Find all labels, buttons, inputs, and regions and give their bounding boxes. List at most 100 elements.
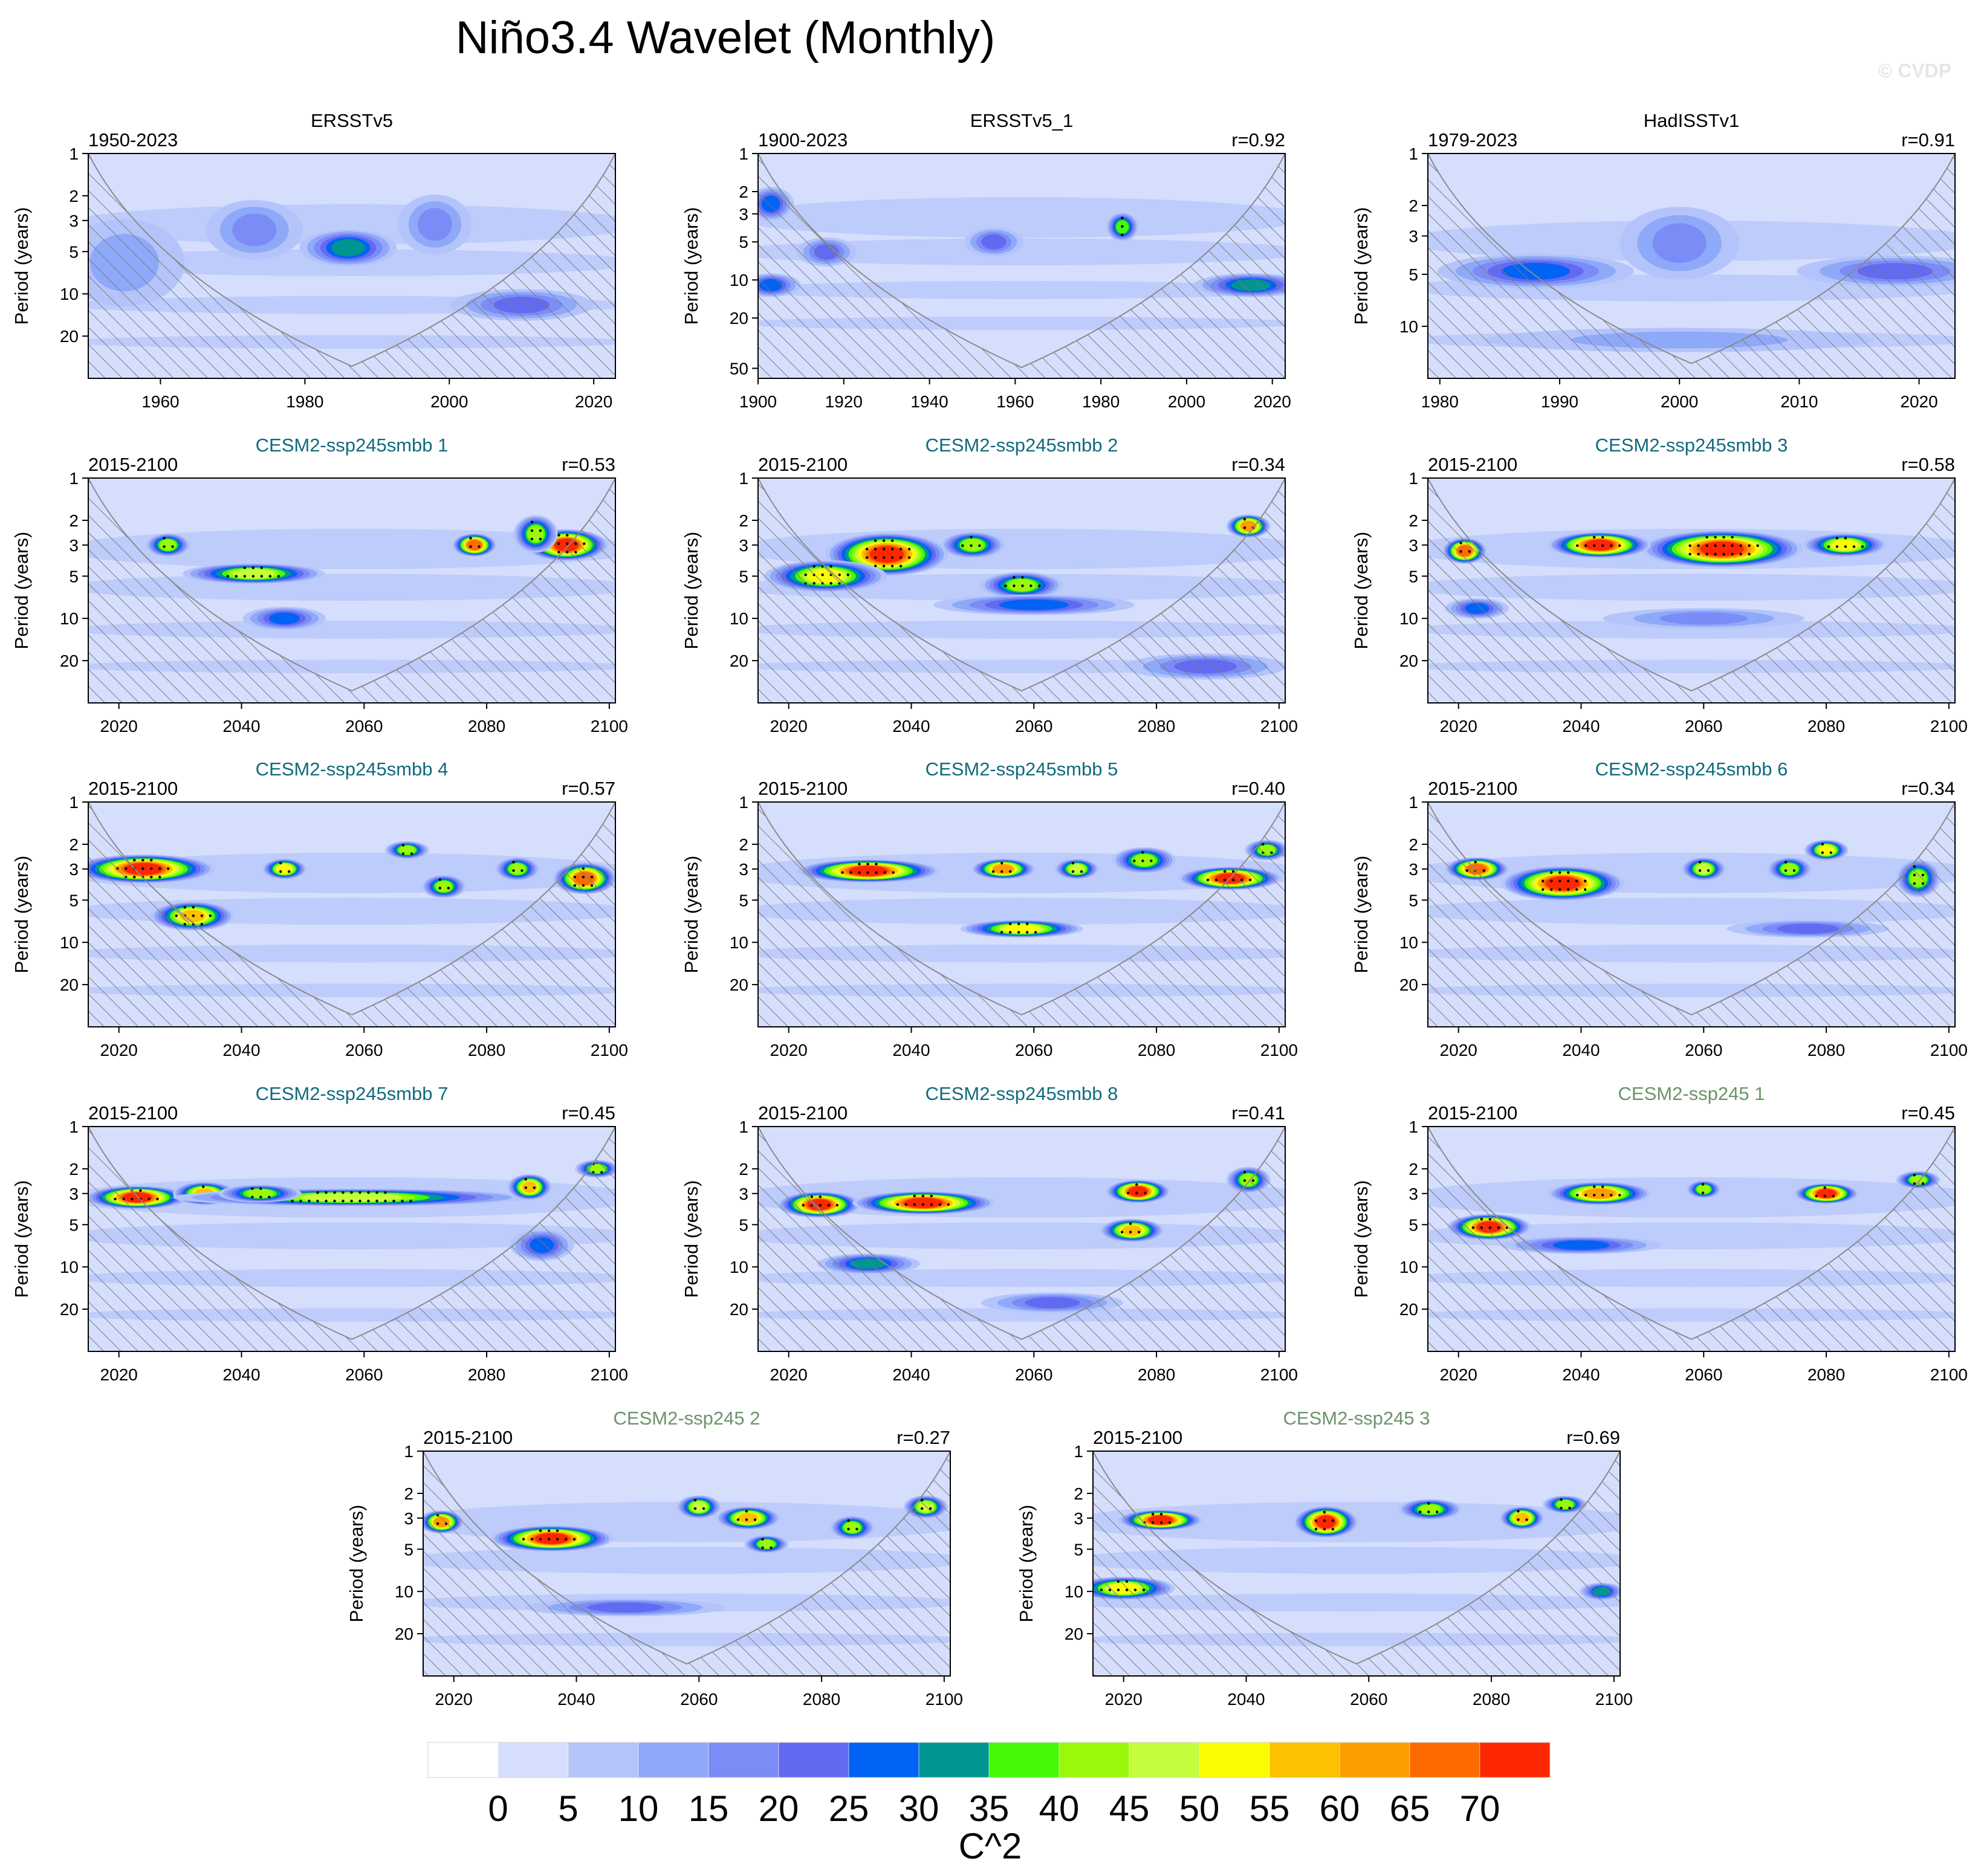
x-tick-label: 2040 (1562, 1041, 1600, 1059)
y-tick-label: 10 (60, 285, 79, 303)
y-axis-label: Period (years) (11, 1180, 32, 1298)
stipple-dot (890, 539, 894, 542)
y-tick-label: 1 (69, 793, 79, 812)
significance-stipple (1576, 535, 1621, 547)
colorbar-label: 40 (1039, 1788, 1080, 1829)
stipple-dot (1223, 870, 1227, 873)
stipple-dot (847, 1527, 850, 1531)
cone-of-influence-hatch (758, 154, 1285, 378)
panel-plot-area (1093, 1451, 1620, 1676)
y-tick-label: 3 (1409, 1185, 1418, 1203)
stipple-dot (1593, 1185, 1596, 1188)
stipple-dot (865, 548, 869, 551)
stipple-dot (316, 1199, 319, 1203)
stipple-dot (1714, 544, 1717, 548)
stipple-dot (1701, 1191, 1705, 1194)
stipple-dot (1331, 1527, 1335, 1531)
x-tick-label: 2100 (1930, 1041, 1968, 1059)
stipple-dot (533, 1186, 536, 1189)
x-tick-label: 2080 (468, 1365, 505, 1384)
stipple-dot (557, 551, 560, 554)
stipple-dot (882, 539, 886, 542)
x-tick-label: 1920 (825, 392, 863, 411)
panel-title: ERSSTv5 (311, 110, 393, 131)
stipple-dot (819, 1203, 822, 1207)
stipple-dot (268, 1195, 271, 1198)
stipple-dot (478, 545, 481, 548)
stipple-dot (1008, 922, 1012, 925)
power-contour (981, 234, 1007, 250)
stipple-dot (1013, 584, 1016, 587)
x-tick-label: 2060 (345, 717, 383, 736)
stipple-dot (1861, 545, 1864, 548)
x-tick-label: 2040 (892, 1365, 930, 1384)
x-tick-label: 2040 (557, 1690, 595, 1709)
y-axis-label: Period (years) (1350, 1180, 1372, 1298)
plot-frame (757, 153, 1286, 379)
stipple-dot (847, 1519, 850, 1522)
cone-of-influence-hatch (1428, 1127, 1955, 1351)
stipple-dot (259, 1195, 262, 1198)
stipple-dot (1025, 931, 1029, 934)
stipple-dot (858, 871, 861, 874)
stipple-dot (1021, 576, 1024, 579)
y-tick-label: 5 (739, 1215, 748, 1234)
power-contour (1003, 924, 1040, 933)
y-tick-label: 5 (1409, 265, 1418, 284)
stipple-dot (235, 575, 238, 578)
x-tick-label: 2020 (1254, 392, 1291, 411)
y-tick-label: 2 (739, 835, 748, 854)
y-tick-label: 3 (739, 860, 748, 879)
stipple-dot (260, 575, 263, 578)
x-tick-label: 2020 (1440, 1041, 1477, 1059)
significance-stipple (226, 566, 280, 578)
power-contour (1025, 1297, 1080, 1308)
stipple-dot (1021, 584, 1024, 587)
y-tick-label: 1 (69, 144, 79, 163)
y-axis-label: Period (years) (681, 856, 702, 974)
significance-stipple (1698, 861, 1710, 872)
stipple-dot (1000, 870, 1003, 873)
stipple-dot (693, 1498, 697, 1502)
stipple-dot (882, 556, 886, 559)
plot-frame (1427, 1126, 1956, 1352)
stipple-dot (1144, 1191, 1147, 1195)
stipple-dot (251, 1187, 254, 1190)
y-tick-label: 20 (1399, 1300, 1418, 1319)
stipple-dot (150, 858, 153, 862)
y-tick-label: 20 (60, 652, 79, 670)
stipple-dot (1913, 1173, 1916, 1177)
x-tick-label: 2060 (345, 1041, 383, 1059)
panel-years: 1950-2023 (88, 129, 178, 150)
stipple-dot (141, 867, 144, 870)
stipple-dot (358, 1199, 362, 1203)
stipple-dot (1008, 870, 1012, 873)
significance-stipple (1560, 1498, 1571, 1510)
stipple-dot (1714, 552, 1717, 556)
power-band (758, 197, 1285, 238)
stipple-dot (1133, 859, 1136, 862)
significance-stipple (1133, 851, 1153, 862)
stipple-dot (384, 1191, 387, 1194)
stipple-dot (333, 1199, 336, 1203)
stipple-dot (1029, 584, 1033, 587)
significance-stipple (1821, 843, 1832, 854)
power-band (758, 898, 1285, 925)
significance-stipple (1517, 1510, 1528, 1521)
y-tick-label: 3 (1409, 536, 1418, 555)
stipple-dot (1000, 861, 1003, 865)
panel-plot-area (1428, 802, 1955, 1027)
stipple-dot (192, 914, 195, 917)
cone-of-influence-line (1093, 1451, 1620, 1665)
stipple-dot (200, 914, 204, 917)
figure-title: Niño3.4 Wavelet (Monthly) (456, 12, 996, 63)
y-tick-label: 10 (730, 609, 748, 628)
colorbar-label: 35 (969, 1788, 1010, 1829)
plot-frame (1427, 477, 1956, 704)
colorbar-label: 0 (488, 1788, 508, 1829)
y-tick-label: 10 (1399, 317, 1418, 336)
plot-frame (757, 1126, 1286, 1352)
y-tick-label: 5 (69, 242, 79, 261)
